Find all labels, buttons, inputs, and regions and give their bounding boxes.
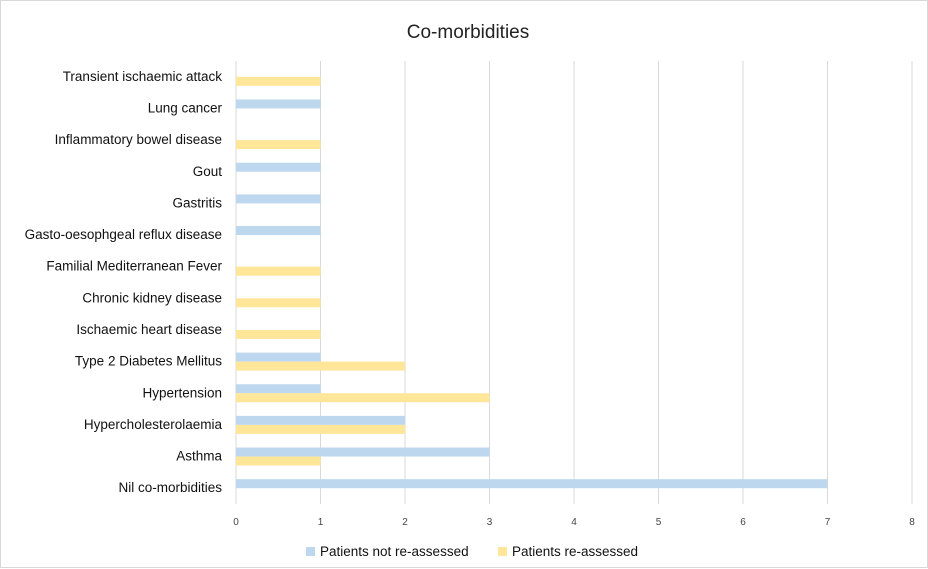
category-label-12: Asthma [176,449,222,464]
category-label-9: Type 2 Diabetes Mellitus [75,354,222,369]
bar-reassessed-7 [236,298,321,308]
category-label-13: Nil co-morbidities [118,480,222,495]
x-tick-label-7: 7 [825,517,831,528]
bar-not-reassessed-5 [236,226,321,236]
bars [236,76,828,489]
bar-not-reassessed-4 [236,194,321,204]
x-tick-label-0: 0 [233,517,239,528]
category-labels: Transient ischaemic attack Lung cancer Inf… [25,69,223,495]
bar-not-reassessed-3 [236,162,321,172]
bar-reassessed-11 [236,424,405,434]
x-tick-label-6: 6 [740,517,746,528]
x-tick-label-4: 4 [571,517,577,528]
category-label-4: Gastritis [172,195,222,210]
legend-swatch-0 [306,547,315,556]
bar-reassessed-8 [236,329,321,339]
bar-not-reassessed-12 [236,447,490,457]
gridlines [235,61,913,504]
bar-reassessed-0 [236,76,321,86]
x-axis-tick-labels: 0 1 2 3 4 5 6 7 8 [233,517,915,528]
category-label-2: Inflammatory bowel disease [55,132,222,147]
category-label-10: Hypertension [142,385,222,400]
bar-reassessed-6 [236,266,321,276]
bar-not-reassessed-9 [236,352,321,362]
category-label-11: Hypercholesterolaemia [84,417,223,432]
bar-not-reassessed-10 [236,384,321,394]
category-label-3: Gout [193,164,223,179]
category-label-6: Familial Mediterranean Fever [46,259,222,274]
bar-reassessed-9 [236,361,405,371]
bar-not-reassessed-13 [236,479,828,489]
category-label-8: Ischaemic heart disease [76,322,222,337]
bar-not-reassessed-11 [236,415,405,425]
legend: Patients not re-assessed Patients re-asse… [306,544,638,559]
x-tick-label-3: 3 [487,517,493,528]
chart-title: Co-morbidities [407,22,529,43]
x-tick-label-1: 1 [318,517,324,528]
legend-swatch-1 [498,547,507,556]
x-tick-label-5: 5 [656,517,662,528]
bar-reassessed-10 [236,393,490,403]
x-tick-label-2: 2 [402,517,408,528]
legend-label-1: Patients re-assessed [512,544,638,559]
bar-not-reassessed-1 [236,99,321,109]
x-tick-label-8: 8 [909,517,915,528]
category-label-5: Gasto-oesophgeal reflux disease [25,227,222,242]
category-label-7: Chronic kidney disease [82,290,222,305]
bar-reassessed-12 [236,456,321,466]
category-label-1: Lung cancer [148,100,223,115]
legend-label-0: Patients not re-assessed [320,544,469,559]
bar-reassessed-2 [236,140,321,150]
category-label-0: Transient ischaemic attack [63,69,223,84]
